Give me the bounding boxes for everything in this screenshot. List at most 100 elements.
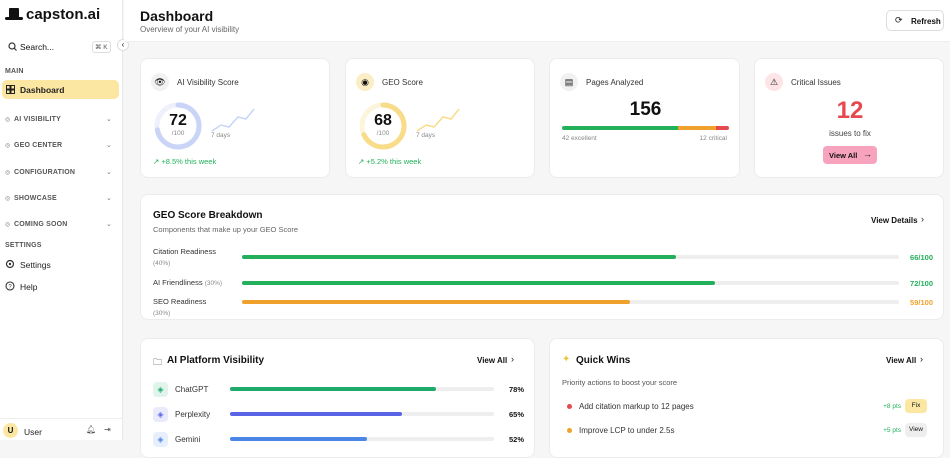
win-text: Improve LCP to under 2.5s bbox=[579, 426, 675, 435]
header: Dashboard Overview of your AI visibility… bbox=[124, 0, 950, 42]
help-icon: ? bbox=[5, 281, 15, 291]
win-text: Add citation markup to 12 pages bbox=[579, 402, 694, 411]
card-title: AI Visibility Score bbox=[177, 78, 239, 87]
score-value: 72 bbox=[169, 112, 187, 129]
change: ↗ +5.2% this week bbox=[358, 157, 422, 166]
search[interactable]: Search... ⌘ K bbox=[4, 38, 111, 56]
nav-group[interactable]: ◎ CONFIGURATION ⌄ bbox=[0, 168, 120, 178]
section-label: MAIN bbox=[5, 68, 24, 75]
user-name: User bbox=[24, 427, 42, 437]
platform-row: ◈ ChatGPT 78% bbox=[141, 382, 534, 400]
chevron: ⌄ bbox=[106, 221, 112, 228]
score-max: /100 bbox=[171, 130, 185, 137]
platform-row: ◈ Perplexity 65% bbox=[141, 407, 534, 425]
group-label: GEO CENTER bbox=[14, 142, 63, 149]
platform-name: ChatGPT bbox=[175, 385, 209, 394]
score-card: ◉ GEO Score 68 /100 7 days ↗ +5.2% this … bbox=[345, 58, 535, 178]
breakdown-row: AI Friendliness (30%) 72/100 bbox=[141, 277, 943, 297]
refresh-label: Refresh bbox=[911, 17, 941, 26]
group-icon: ◎ bbox=[5, 222, 11, 228]
group-label: SHOWCASE bbox=[14, 195, 57, 202]
card-title: Critical Issues bbox=[791, 78, 841, 87]
chevron: ⌄ bbox=[106, 195, 112, 202]
win-button[interactable]: View bbox=[905, 423, 927, 437]
quality-bar bbox=[562, 126, 729, 130]
view-all[interactable]: View All bbox=[477, 356, 508, 365]
win-button[interactable]: Fix bbox=[905, 399, 927, 413]
breakdown-card: GEO Score Breakdown Components that make… bbox=[140, 194, 944, 320]
platform-icon: ◈ bbox=[153, 407, 168, 422]
period: 7 days bbox=[416, 132, 436, 139]
arrow: → bbox=[863, 149, 872, 159]
group-label: COMING SOON bbox=[14, 221, 68, 228]
row-label: SEO Readiness (30%) bbox=[153, 296, 223, 319]
card-icon: ▤ bbox=[560, 73, 578, 91]
quick-wins-card: ✦ Quick Wins Priority actions to boost y… bbox=[549, 338, 944, 458]
sparkline bbox=[416, 108, 460, 132]
card-note: issues to fix bbox=[829, 129, 871, 138]
win-points: +8 pts bbox=[883, 403, 901, 410]
bar-fill bbox=[242, 300, 630, 304]
breakdown-row: SEO Readiness (30%) 59/100 bbox=[141, 296, 943, 319]
settings-icon bbox=[5, 259, 15, 269]
group-icon: ◎ bbox=[5, 170, 11, 176]
page-title: Dashboard bbox=[140, 8, 214, 24]
change-text: +8.5% this week bbox=[161, 157, 217, 166]
search-placeholder: Search... bbox=[20, 42, 55, 52]
row-score: 59/100 bbox=[910, 298, 933, 307]
breakdown-row: Citation Readiness (40%) 66/100 bbox=[141, 246, 943, 267]
card-value: 12 bbox=[836, 97, 864, 124]
bar-track bbox=[230, 412, 494, 416]
right-note: 12 critical bbox=[699, 135, 727, 142]
group-icon: ◎ bbox=[5, 196, 11, 202]
nav-group[interactable]: ◎ GEO CENTER ⌄ bbox=[0, 141, 120, 151]
logout-icon[interactable]: ⇥ bbox=[104, 425, 111, 434]
collapse-button[interactable]: ‹ bbox=[117, 39, 129, 51]
ring-fill bbox=[359, 102, 407, 150]
bar-track bbox=[242, 300, 899, 304]
card-title: GEO Score bbox=[382, 78, 423, 87]
row-weight: (40%) bbox=[153, 260, 171, 267]
nav-label[interactable]: Settings bbox=[20, 260, 51, 270]
group-icon: ◎ bbox=[5, 117, 11, 123]
section-title: AI Platform Visibility bbox=[167, 355, 265, 366]
sidebar: capston.ai Search... ⌘ K ‹ MAIN Dashboar… bbox=[0, 0, 129, 440]
score-ring bbox=[359, 102, 407, 150]
chevron: › bbox=[511, 354, 514, 364]
bar-fill bbox=[230, 412, 402, 416]
chevron: ⌄ bbox=[106, 116, 112, 123]
section-icon: ✦ bbox=[562, 354, 571, 365]
chevron: ⌄ bbox=[106, 169, 112, 176]
nav-group[interactable]: ◎ SHOWCASE ⌄ bbox=[0, 194, 120, 204]
logo-text: capston.ai bbox=[26, 6, 101, 23]
quick-win: Improve LCP to under 2.5s +5 pts View bbox=[550, 423, 943, 439]
bell-icon[interactable]: 🔔︎ bbox=[86, 425, 97, 434]
left-note: 42 excellent bbox=[562, 135, 597, 142]
score-value: 68 bbox=[374, 112, 392, 129]
score-card: 👁︎ AI Visibility Score 72 /100 7 days ↗ … bbox=[140, 58, 330, 178]
nav-label[interactable]: Help bbox=[20, 282, 38, 292]
view-details[interactable]: View Details bbox=[871, 216, 918, 225]
view-all-button[interactable]: View All → bbox=[823, 146, 877, 164]
sparkline bbox=[211, 108, 255, 132]
row-weight: (30%) bbox=[204, 280, 223, 287]
bar-fill bbox=[230, 437, 368, 441]
row-name: AI Friendliness bbox=[153, 278, 203, 287]
view-all[interactable]: View All bbox=[886, 356, 917, 365]
bar-track bbox=[242, 255, 899, 259]
bar-track bbox=[230, 437, 494, 441]
avatar: U bbox=[3, 423, 18, 438]
bar-fill bbox=[242, 281, 716, 285]
score-ring bbox=[154, 102, 202, 150]
row-score: 66/100 bbox=[910, 253, 933, 262]
nav-group[interactable]: ◎ AI VISIBILITY ⌄ bbox=[0, 115, 120, 125]
bar-fill bbox=[230, 387, 436, 391]
card-title: Pages Analyzed bbox=[586, 78, 644, 87]
score-max: /100 bbox=[376, 130, 390, 137]
button-label: View All bbox=[829, 151, 858, 160]
nav-item-active[interactable]: Dashboard bbox=[2, 80, 119, 99]
refresh-button[interactable]: ⟳ Refresh bbox=[886, 10, 944, 31]
nav-group[interactable]: ◎ COMING SOON ⌄ bbox=[0, 220, 120, 230]
search-icon bbox=[8, 42, 17, 51]
